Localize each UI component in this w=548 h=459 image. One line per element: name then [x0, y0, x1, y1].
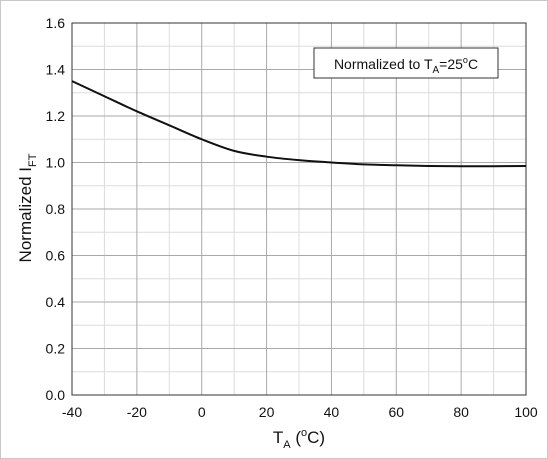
x-tick-label: 100	[514, 404, 538, 420]
y-tick-label: 1.4	[46, 62, 66, 78]
y-tick-label: 0.4	[46, 294, 66, 310]
x-tick-label: -40	[62, 404, 82, 420]
y-tick-labels: 0.0 0.2 0.4 0.6 0.8 1.0 1.2 1.4 1.6	[46, 15, 66, 403]
y-tick-label: 1.0	[46, 155, 66, 171]
annotation-label: Normalized to TA=25oC	[334, 55, 478, 76]
y-tick-label: 0.8	[46, 201, 66, 217]
x-tick-label: 40	[324, 404, 340, 420]
y-tick-label: 1.2	[46, 108, 66, 124]
y-tick-label: 0.0	[46, 387, 66, 403]
x-tick-labels: -40 -20 0 20 40 60 80 100	[62, 404, 538, 420]
x-tick-label: 80	[453, 404, 469, 420]
plot-frame	[71, 22, 527, 396]
x-tick-label: 60	[388, 404, 404, 420]
y-tick-label: 0.6	[46, 248, 66, 264]
series-line	[71, 80, 527, 168]
annotation-box: Normalized to TA=25oC	[313, 47, 499, 79]
x-axis-title: TA (oC)	[273, 427, 325, 451]
x-tick-label: -20	[127, 404, 147, 420]
y-tick-label: 1.6	[46, 15, 66, 31]
x-tick-label: 0	[198, 404, 206, 420]
y-axis-title: Normalized IFT	[16, 153, 39, 262]
x-tick-label: 20	[259, 404, 275, 420]
series-layer	[71, 80, 527, 168]
annotation-frame	[313, 47, 499, 79]
y-tick-label: 0.2	[46, 341, 66, 357]
